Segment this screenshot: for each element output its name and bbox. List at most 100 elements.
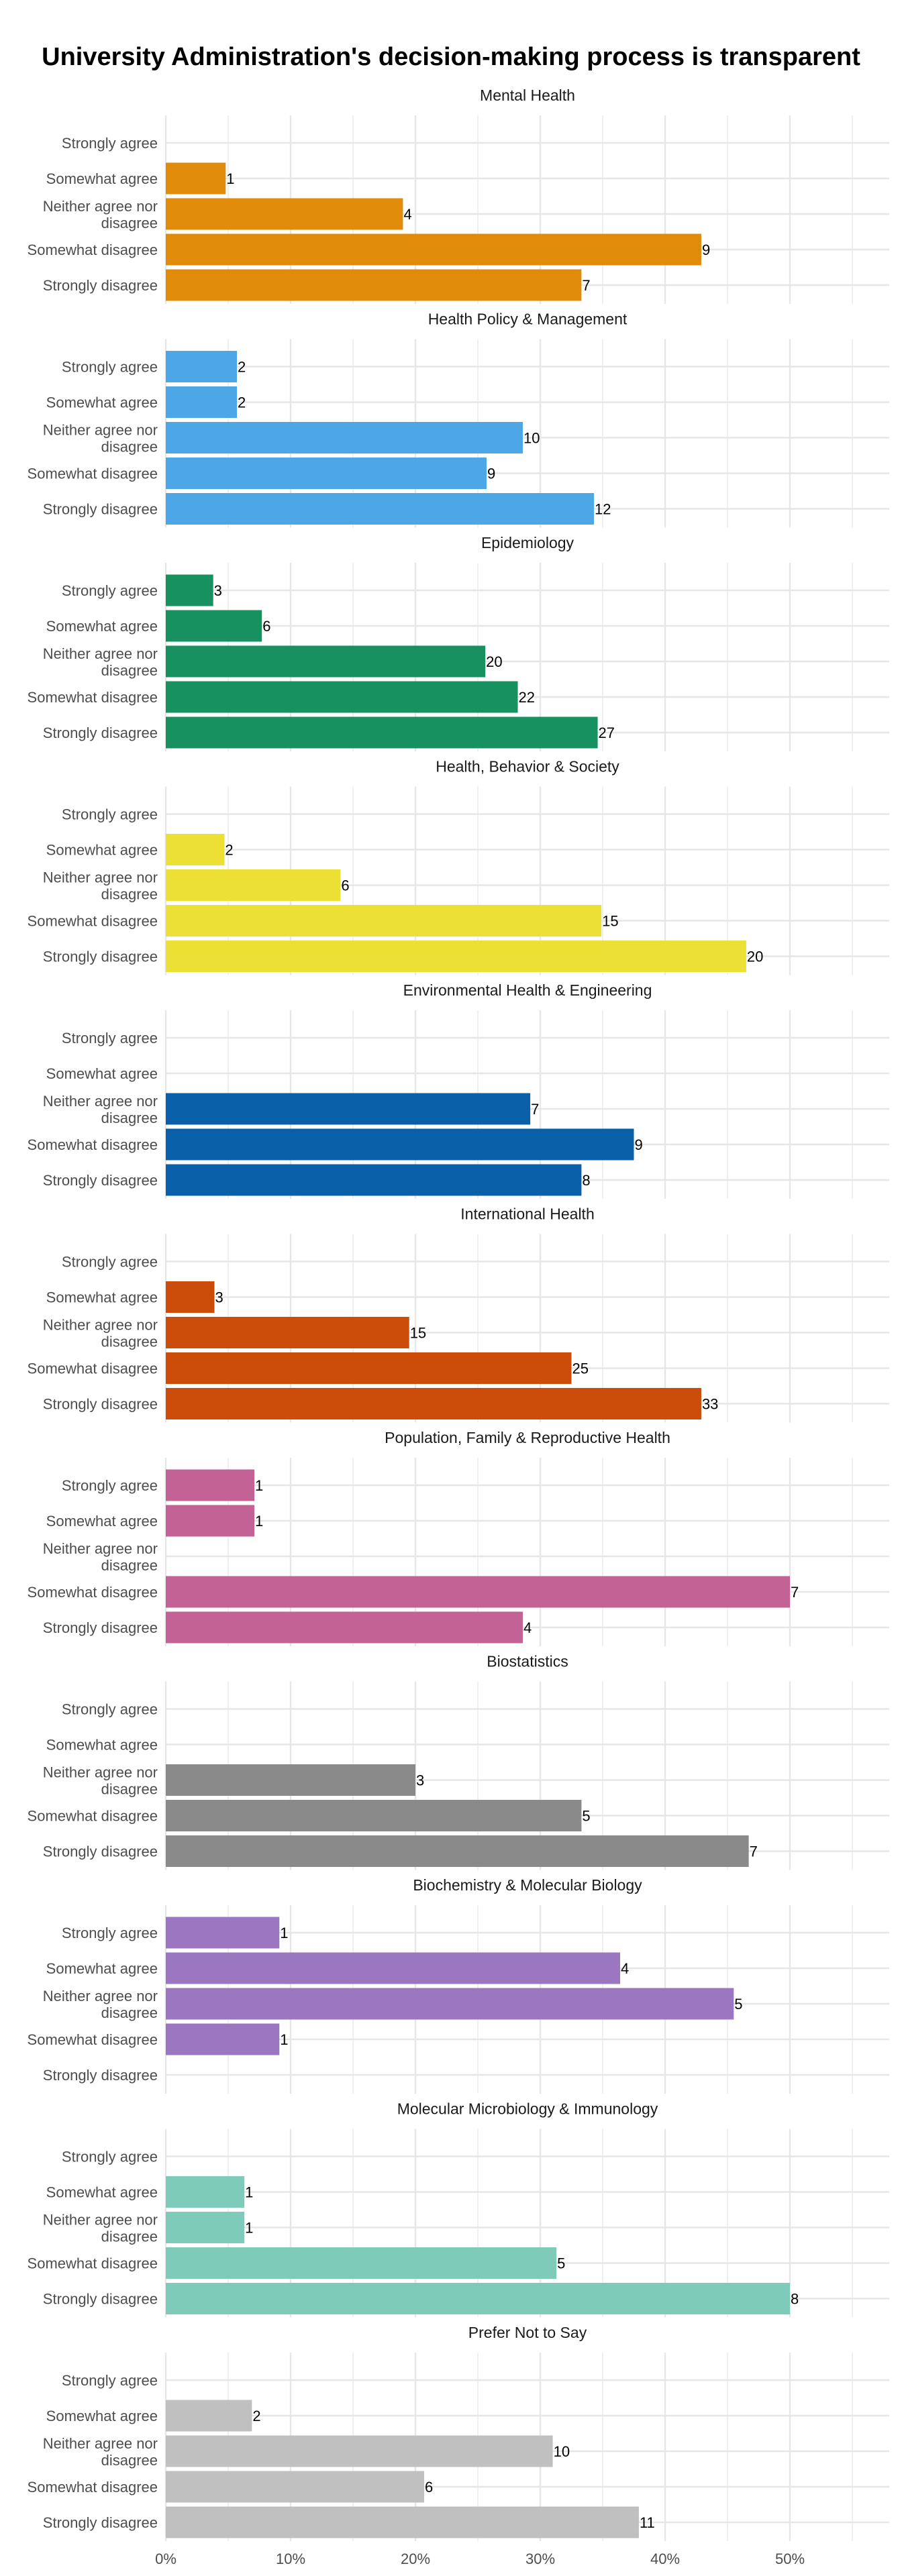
bar-value-label: 6 (425, 2479, 433, 2496)
bar (166, 1611, 523, 1644)
panel-title: Prefer Not to Say (468, 2324, 587, 2341)
bar (166, 162, 226, 195)
x-tick-label: 10% (276, 2551, 305, 2567)
bar (166, 1800, 582, 1831)
category-label: Somewhat disagree (28, 2255, 158, 2272)
panel-title: Environmental Health & Engineering (403, 981, 652, 999)
category-label: Strongly disagree (43, 949, 158, 965)
category-label: Neither agree nor disagree (43, 198, 158, 231)
category-label: Somewhat disagree (28, 1808, 158, 1825)
bar (166, 458, 487, 489)
category-label: Neither agree nor disagree (43, 2435, 158, 2469)
bar (166, 716, 598, 749)
category-label: Somewhat disagree (28, 466, 158, 482)
category-label: Somewhat agree (46, 1737, 158, 1754)
bar (166, 2023, 280, 2055)
bar (166, 351, 238, 382)
panel-epidemiology: Epidemiology Strongly agree 3 Somewhat agre… (28, 534, 889, 751)
category-label: Somewhat agree (46, 1065, 158, 1082)
category-label: Somewhat agree (46, 618, 158, 635)
category-label: Somewhat agree (46, 170, 158, 187)
bar-value-label: 1 (255, 1513, 263, 1529)
bar (166, 2471, 425, 2503)
bar-value-label: 2 (252, 2408, 260, 2424)
bar (166, 493, 594, 525)
panel-environmental-health-engineering: Environmental Health & Engineering Strong… (28, 981, 889, 1199)
category-label: Neither agree nor disagree (43, 1764, 158, 1798)
x-tick-label: 0% (155, 2551, 177, 2567)
bar (166, 2283, 790, 2314)
panel-title: Epidemiology (481, 534, 574, 551)
bar-value-label: 2 (238, 394, 246, 411)
bar-value-label: 15 (602, 913, 618, 930)
panel-mental-health: Mental Health Strongly agree Somewhat agre… (28, 87, 889, 304)
bar-value-label: 5 (557, 2255, 565, 2272)
bar-value-label: 22 (519, 689, 535, 706)
bar (166, 2506, 639, 2538)
bar-value-label: 15 (410, 1325, 426, 1342)
bar (166, 269, 582, 301)
category-label: Somewhat agree (46, 1289, 158, 1306)
panel-health-policy-management: Health Policy & Management Strongly agree… (28, 311, 889, 528)
bar-value-label: 7 (750, 1843, 758, 1860)
category-label: Neither agree nor disagree (43, 1540, 158, 1574)
category-label: Strongly agree (62, 1030, 158, 1046)
bar (166, 1352, 572, 1384)
category-label: Strongly disagree (43, 1619, 158, 1636)
x-tick-label: 50% (775, 2551, 805, 2567)
bar (166, 1317, 409, 1348)
category-label: Strongly disagree (43, 2514, 158, 2531)
bar (166, 2247, 557, 2279)
bar-value-label: 1 (245, 2220, 253, 2237)
category-label: Strongly agree (62, 2149, 158, 2165)
bar-value-label: 2 (225, 842, 233, 859)
category-label: Somewhat disagree (28, 913, 158, 930)
category-label: Strongly disagree (43, 724, 158, 741)
bar-value-label: 2 (238, 359, 246, 376)
bar (166, 1505, 255, 1537)
panel-biochemistry-molecular-biology: Biochemistry & Molecular Biology Strongly… (28, 1876, 889, 2094)
bar (166, 422, 523, 453)
panel-title: Mental Health (480, 87, 575, 104)
panel-title: International Health (460, 1205, 594, 1223)
bar-value-label: 1 (245, 2184, 253, 2201)
panel-international-health: International Health Strongly agree Somewh… (28, 1205, 889, 1423)
bar-value-label: 27 (599, 724, 615, 741)
bar (166, 1281, 215, 1313)
bar (166, 2400, 252, 2432)
panel-molecular-microbiology-immunology: Molecular Microbiology & Immunology Stron… (28, 2100, 889, 2318)
bar-value-label: 8 (791, 2291, 799, 2308)
category-label: Strongly disagree (43, 1396, 158, 1413)
bar-value-label: 33 (702, 1396, 718, 1413)
bar-value-label: 20 (486, 653, 502, 670)
bar-value-label: 12 (595, 501, 611, 518)
panel-population-family-reproductive-health: Population, Family & Reproductive Health… (28, 1429, 889, 1646)
bar (166, 198, 403, 230)
bar-value-label: 4 (523, 1619, 532, 1636)
category-label: Strongly agree (62, 359, 158, 376)
category-label: Strongly agree (62, 135, 158, 152)
panel-title: Population, Family & Reproductive Health (385, 1429, 670, 1446)
bar-value-label: 5 (734, 1996, 742, 2012)
bar-value-label: 6 (341, 877, 349, 894)
panel-title: Health, Behavior & Society (436, 758, 619, 775)
category-label: Somewhat disagree (28, 241, 158, 258)
category-label: Neither agree nor disagree (43, 422, 158, 455)
category-label: Strongly agree (62, 2372, 158, 2389)
category-label: Strongly disagree (43, 501, 158, 518)
category-label: Strongly agree (62, 1477, 158, 1494)
bar-value-label: 3 (214, 582, 222, 599)
bar-value-label: 7 (582, 277, 590, 294)
category-label: Strongly agree (62, 1254, 158, 1271)
category-label: Somewhat agree (46, 2408, 158, 2424)
category-label: Somewhat agree (46, 1960, 158, 1977)
bar-value-label: 20 (747, 949, 763, 965)
bar (166, 1576, 790, 1608)
panel-title: Molecular Microbiology & Immunology (397, 2100, 658, 2118)
category-label: Neither agree nor disagree (43, 869, 158, 903)
bar-value-label: 9 (635, 1136, 643, 1153)
bar (166, 574, 213, 606)
bar-value-label: 3 (416, 1772, 424, 1789)
bar (166, 681, 518, 713)
